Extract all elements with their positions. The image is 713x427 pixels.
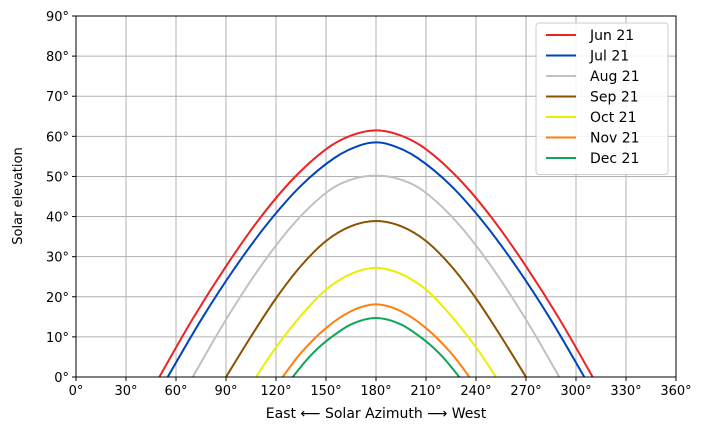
series-line-sep-21 [225,219,527,378]
x-tick-label: 330° [610,384,641,399]
series-line-jul-21 [166,141,586,378]
x-tick-label: 120° [260,384,291,399]
series-line-nov-21 [281,303,471,378]
x-tick-label: 150° [310,384,341,399]
y-axis-label: Solar elevation [11,147,26,244]
y-tick-label: 20° [46,291,69,306]
legend-label: Nov 21 [590,131,640,147]
y-tick-label: 50° [46,170,69,185]
y-tick-label: 0° [54,371,69,386]
legend-label: Aug 21 [590,69,640,85]
y-tick-label: 70° [46,90,69,105]
x-tick-label: 240° [460,384,491,399]
x-tick-label: 90° [214,384,237,399]
x-tick-label: 0° [69,384,84,399]
x-tick-label: 60° [164,384,187,399]
y-tick-label: 80° [46,50,69,65]
y-tick-label: 90° [46,10,69,25]
x-axis-label: East ⟵ Solar Azimuth ⟶ West [266,406,487,422]
x-tick-label: 270° [510,384,541,399]
x-tick-label: 300° [560,384,591,399]
y-tick-label: 40° [46,211,69,226]
y-tick-label: 10° [46,331,69,346]
x-tick-label: 30° [114,384,137,399]
y-tick-label: 60° [46,130,69,145]
legend-label: Jul 21 [589,49,629,65]
legend-label: Oct 21 [590,110,636,126]
x-tick-label: 360° [660,384,691,399]
legend-label: Dec 21 [590,151,639,167]
x-tick-label: 180° [360,384,391,399]
series-line-dec-21 [291,317,461,378]
series-lines [158,129,594,378]
legend-label: Jun 21 [589,28,634,44]
y-tick-label: 30° [46,251,69,266]
legend: Jun 21 Jul 21 Aug 21 Sep 21 Oct 21 Nov 21 Dec … [535,22,669,175]
series-line-aug-21 [191,174,561,378]
legend-label: Sep 21 [590,90,639,106]
x-tick-label: 210° [410,384,441,399]
series-line-jun-21 [158,129,594,378]
axis-ticks: 0° 30° 60° 90° 120° 150° 180° 210° 240° 270° 300° 3… [46,10,692,399]
series-line-oct-21 [255,266,497,378]
